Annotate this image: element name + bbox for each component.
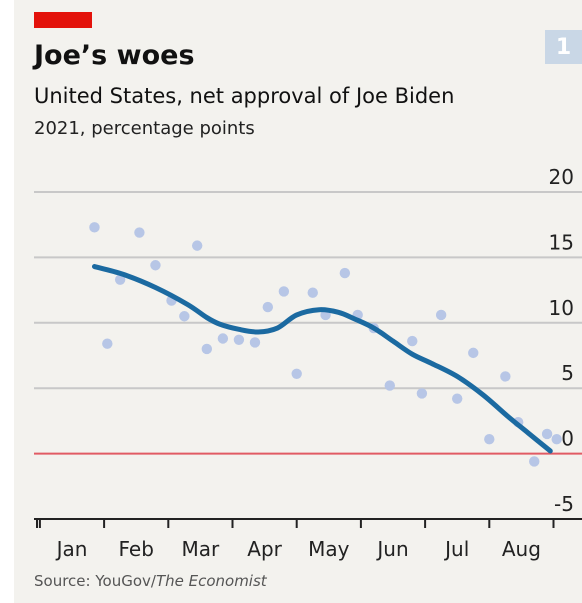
x-tick-label: Jul: [443, 537, 469, 561]
y-tick-label: -5: [554, 492, 574, 516]
x-tick-label: Apr: [247, 537, 282, 561]
figure-number: 1: [545, 30, 582, 64]
y-tick-label: 0: [561, 427, 574, 451]
y-tick-label: 10: [549, 296, 574, 320]
data-point: [262, 301, 274, 313]
data-point: [484, 434, 495, 445]
source-prefix: Source: YouGov/: [34, 572, 156, 590]
data-point: [201, 343, 213, 355]
data-point: [217, 333, 229, 344]
data-point: [191, 240, 203, 251]
x-tick-label: Feb: [118, 537, 153, 561]
data-point: [529, 456, 540, 467]
data-point: [435, 309, 447, 321]
data-point: [278, 286, 290, 297]
data-point: [551, 434, 562, 445]
data-point: [233, 334, 245, 346]
data-point: [114, 274, 126, 285]
data-point: [179, 311, 190, 322]
y-tick-label: 15: [549, 230, 574, 254]
x-tick-label: Jun: [375, 537, 408, 561]
data-point: [307, 287, 318, 298]
data-point: [500, 371, 511, 382]
data-point: [541, 428, 553, 440]
chart-title: Joe’s woes: [34, 40, 195, 71]
data-point: [339, 267, 351, 279]
x-tick-label: Jan: [55, 537, 88, 561]
data-point: [407, 335, 418, 347]
y-tick-label: 5: [561, 361, 574, 385]
x-tick-label: Aug: [502, 537, 541, 561]
chart-subtitle: United States, net approval of Joe Biden: [34, 84, 455, 108]
data-point: [452, 393, 463, 404]
data-point: [102, 338, 113, 349]
x-tick-label: Mar: [182, 537, 221, 561]
chart-plot-area: 20 15 10 5 0 -5 Jan Feb Mar Apr May Jun Jul Aug: [34, 165, 582, 561]
data-point: [89, 222, 100, 233]
data-point: [468, 347, 479, 359]
source-publication: The Economist: [155, 572, 267, 590]
data-point: [249, 337, 261, 348]
brand-tag: [34, 12, 92, 28]
trend-line: [91, 264, 553, 454]
x-tick-label: May: [308, 537, 350, 561]
data-point: [134, 227, 145, 238]
data-point: [150, 260, 161, 271]
chart-card: [14, 0, 582, 603]
data-point: [384, 380, 395, 391]
data-point: [291, 368, 302, 380]
source-note: Source: YouGov/The Economist: [34, 572, 267, 590]
y-tick-label: 20: [549, 165, 574, 189]
chart-unit: 2021, percentage points: [34, 118, 255, 139]
data-point: [416, 388, 428, 399]
